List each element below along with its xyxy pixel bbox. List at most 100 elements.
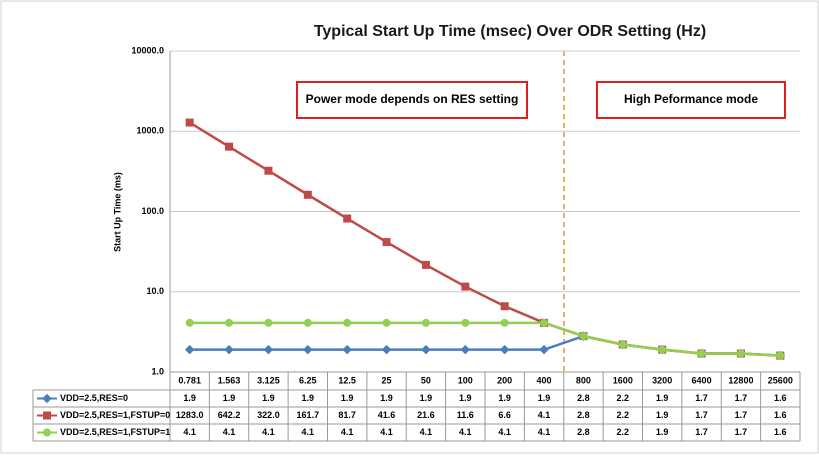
marker (579, 332, 588, 341)
marker (382, 318, 391, 327)
marker (461, 282, 470, 291)
marker (499, 344, 510, 355)
table-value: 1.6 (774, 427, 787, 437)
marker (658, 345, 667, 354)
table-value: 1.9 (341, 393, 354, 403)
table-value: 1.7 (735, 410, 748, 420)
marker (382, 238, 391, 247)
annotation-box (596, 81, 786, 119)
marker (381, 344, 392, 355)
chart-title: Typical Start Up Time (msec) Over ODR Se… (314, 23, 706, 40)
table-value: 4.1 (183, 427, 196, 437)
table-value: 2.8 (577, 393, 590, 403)
x-tick-label: 100 (458, 375, 473, 385)
table-value: 1.6 (774, 410, 787, 420)
x-tick-label: 12800 (728, 375, 753, 385)
x-tick-label: 50 (421, 375, 431, 385)
table-value: 1.9 (262, 393, 275, 403)
table-value: 4.1 (262, 427, 275, 437)
table-value: 161.7 (297, 410, 320, 420)
table-value: 1283.0 (176, 410, 204, 420)
table-value: 2.8 (577, 410, 590, 420)
marker (342, 344, 352, 355)
table-value: 1.9 (183, 393, 196, 403)
table-value: 1.9 (302, 393, 315, 403)
x-tick-label: 25 (382, 375, 392, 385)
marker (540, 318, 549, 327)
marker (224, 344, 234, 355)
table-value: 1.9 (538, 393, 551, 403)
marker (43, 428, 51, 437)
marker (500, 302, 509, 311)
marker (303, 318, 312, 327)
table-value: 1.9 (459, 393, 472, 403)
y-axis-title: Start Up Time (ms) (112, 172, 122, 252)
annotation: High Peformance mode (624, 92, 758, 106)
marker (225, 142, 234, 151)
x-tick-label: 3.125 (257, 375, 280, 385)
marker (184, 344, 195, 355)
table-value: 1.9 (498, 393, 511, 403)
legend-label: VDD=2.5,RES=0 (60, 393, 128, 403)
marker (185, 318, 194, 327)
marker (736, 349, 745, 358)
table-value: 4.1 (420, 427, 433, 437)
table-value: 1.9 (380, 393, 393, 403)
x-tick-label: 800 (576, 375, 591, 385)
table-value: 4.1 (538, 410, 551, 420)
table-value: 11.6 (457, 410, 474, 420)
table-value: 1.9 (223, 393, 236, 403)
marker (539, 344, 549, 355)
marker (776, 351, 785, 360)
y-tick-label: 1000.0 (136, 126, 164, 136)
table-value: 21.6 (417, 410, 435, 420)
table-value: 2.8 (577, 427, 590, 437)
legend-label: VDD=2.5,RES=1,FSTUP=0 (60, 410, 170, 420)
marker (264, 318, 273, 327)
marker (303, 344, 313, 355)
table-value: 1.9 (656, 427, 669, 437)
marker (421, 318, 430, 327)
table-value: 322.0 (257, 410, 280, 420)
x-tick-label: 1600 (613, 375, 633, 385)
table-value: 4.1 (380, 427, 393, 437)
marker (461, 318, 470, 327)
table-value: 1.7 (695, 393, 708, 403)
marker (460, 344, 471, 355)
table-value: 1.7 (695, 410, 708, 420)
y-tick-label: 1.0 (151, 366, 164, 376)
x-tick-label: 6.25 (299, 375, 317, 385)
series-line (189, 321, 781, 357)
table-value: 4.1 (341, 427, 354, 437)
marker (618, 340, 627, 349)
table-value: 4.1 (223, 427, 236, 437)
table-value: 1.9 (656, 393, 669, 403)
annotation: Power mode depends on RES setting (306, 92, 519, 106)
x-tick-label: 25600 (768, 375, 793, 385)
marker (343, 318, 352, 327)
table-value: 4.1 (498, 427, 511, 437)
x-tick-label: 200 (497, 375, 512, 385)
x-tick-label: 3200 (652, 375, 672, 385)
y-tick-label: 100.0 (141, 206, 164, 216)
table-value: 2.2 (617, 410, 630, 420)
marker (42, 393, 52, 404)
y-tick-label: 10.0 (146, 286, 164, 296)
table-value: 1.9 (420, 393, 433, 403)
marker (264, 166, 273, 175)
table-value: 4.1 (459, 427, 472, 437)
marker (421, 344, 431, 355)
x-tick-label: 6400 (692, 375, 712, 385)
marker (500, 318, 509, 327)
annotation-box (296, 81, 528, 119)
table-value: 6.6 (498, 410, 511, 420)
table-value: 2.2 (617, 393, 630, 403)
marker (343, 214, 352, 223)
marker (421, 260, 430, 269)
table-value: 1.7 (735, 393, 748, 403)
table-value: 4.1 (302, 427, 315, 437)
marker (303, 190, 312, 199)
table-value: 2.2 (617, 427, 630, 437)
table-value: 1.7 (735, 427, 748, 437)
x-tick-label: 0.781 (178, 375, 201, 385)
